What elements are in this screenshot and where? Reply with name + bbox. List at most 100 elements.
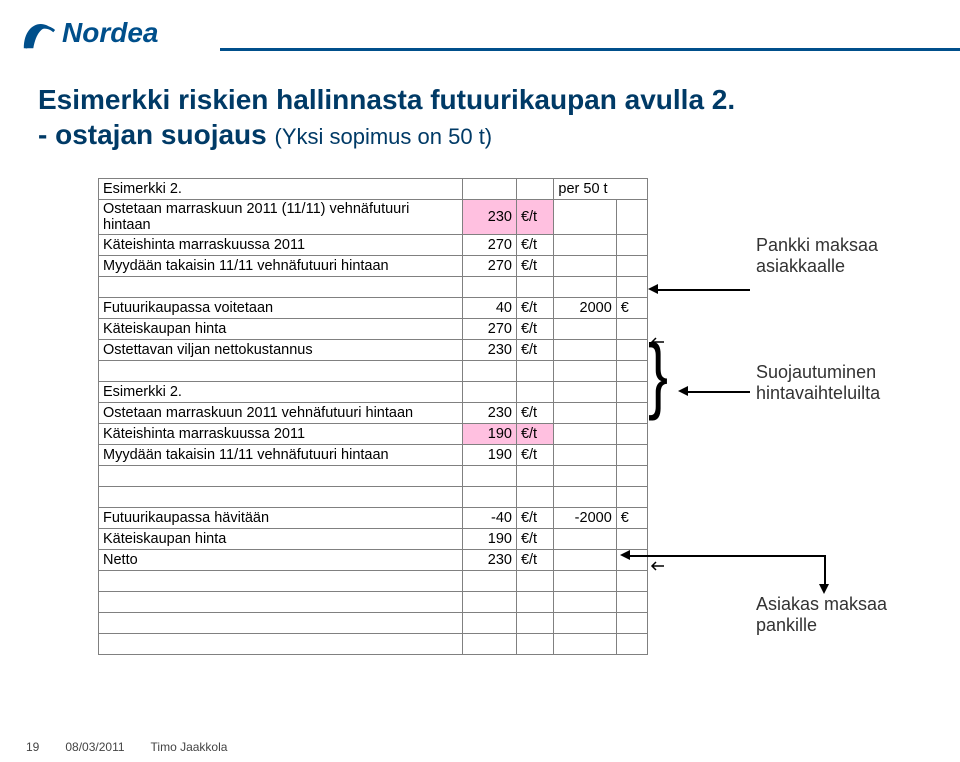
cell-value2 <box>554 487 616 508</box>
cell-label: Esimerkki 2. <box>99 382 463 403</box>
cell-value <box>462 382 516 403</box>
table-row <box>99 571 648 592</box>
table-row: Myydään takaisin 11/11 vehnäfutuuri hint… <box>99 256 648 277</box>
table-row: Netto230€/t <box>99 550 648 571</box>
cell-value2: per 50 t <box>554 179 648 200</box>
cell-label: Käteishinta marraskuussa 2011 <box>99 424 463 445</box>
cell-label: Ostetaan marraskuun 2011 (11/11) vehnäfu… <box>99 200 463 235</box>
footer-date: 08/03/2011 <box>65 740 124 754</box>
table-row <box>99 592 648 613</box>
cell-value2 <box>554 529 616 550</box>
cell-label <box>99 592 463 613</box>
cell-value2 <box>554 340 616 361</box>
cell-value2 <box>554 277 616 298</box>
cell-value: 40 <box>462 298 516 319</box>
cell-unit <box>516 571 553 592</box>
cell-value2 <box>554 613 616 634</box>
cell-label: Käteiskaupan hinta <box>99 529 463 550</box>
cell-unit <box>516 382 553 403</box>
cell-unit <box>516 613 553 634</box>
table-row: Käteiskaupan hinta190€/t <box>99 529 648 550</box>
table-row: Ostetaan marraskuun 2011 (11/11) vehnäfu… <box>99 200 648 235</box>
cell-unit2 <box>616 200 647 235</box>
footer-page: 19 <box>26 740 39 754</box>
cell-label <box>99 466 463 487</box>
cell-label <box>99 277 463 298</box>
arrow-head-2 <box>678 386 688 396</box>
cell-unit: €/t <box>516 340 553 361</box>
cell-unit: €/t <box>516 550 553 571</box>
cell-unit2 <box>616 487 647 508</box>
cell-value2 <box>554 361 616 382</box>
cell-unit2 <box>616 529 647 550</box>
table-row <box>99 487 648 508</box>
cell-label <box>99 361 463 382</box>
table-row <box>99 613 648 634</box>
cell-value <box>462 634 516 655</box>
cell-label: Käteishinta marraskuussa 2011 <box>99 235 463 256</box>
cell-unit <box>516 592 553 613</box>
table-row: Käteishinta marraskuussa 2011190€/t <box>99 424 648 445</box>
cell-label: Ostettavan viljan nettokustannus <box>99 340 463 361</box>
cell-unit: €/t <box>516 508 553 529</box>
table-row <box>99 634 648 655</box>
logo: Nordea <box>20 14 158 52</box>
table-row: Futuurikaupassa voitetaan40€/t2000€ <box>99 298 648 319</box>
cell-unit: €/t <box>516 200 553 235</box>
cell-unit2: € <box>616 298 647 319</box>
cell-value2 <box>554 445 616 466</box>
cell-value: 190 <box>462 529 516 550</box>
cell-unit2 <box>616 340 647 361</box>
table-row: Käteishinta marraskuussa 2011270€/t <box>99 235 648 256</box>
cell-unit: €/t <box>516 235 553 256</box>
cell-unit <box>516 487 553 508</box>
cell-value <box>462 466 516 487</box>
cell-value2 <box>554 424 616 445</box>
arrow-head-3b <box>819 584 829 594</box>
tick-arrow-1 <box>650 335 668 353</box>
title-block: Esimerkki riskien hallinnasta futuurikau… <box>38 82 922 151</box>
cell-label <box>99 613 463 634</box>
table-row: Futuurikaupassa hävitään-40€/t-2000€ <box>99 508 648 529</box>
subtitle-prefix: - ostajan suojaus <box>38 119 267 150</box>
cell-value2 <box>554 235 616 256</box>
tick-arrow-2 <box>650 559 668 577</box>
cell-label <box>99 634 463 655</box>
cell-value <box>462 571 516 592</box>
cell-value <box>462 179 516 200</box>
table-row: Myydään takaisin 11/11 vehnäfutuuri hint… <box>99 445 648 466</box>
cell-unit: €/t <box>516 529 553 550</box>
cell-value <box>462 487 516 508</box>
cell-unit2 <box>616 361 647 382</box>
cell-unit2 <box>616 403 647 424</box>
cell-value: 190 <box>462 445 516 466</box>
cell-unit: €/t <box>516 445 553 466</box>
cell-value2 <box>554 256 616 277</box>
cell-value2 <box>554 382 616 403</box>
data-table: Esimerkki 2. per 50 t Ostetaan marraskuun … <box>98 178 648 655</box>
cell-value <box>462 592 516 613</box>
table-row: Esimerkki 2. <box>99 382 648 403</box>
table-row <box>99 277 648 298</box>
cell-unit <box>516 361 553 382</box>
cell-unit2 <box>616 382 647 403</box>
cell-unit2: € <box>616 508 647 529</box>
brand-name: Nordea <box>62 17 158 49</box>
cell-value: 230 <box>462 340 516 361</box>
cell-label: Ostetaan marraskuun 2011 vehnäfutuuri hi… <box>99 403 463 424</box>
cell-unit2 <box>616 277 647 298</box>
cell-value: 190 <box>462 424 516 445</box>
cell-value2 <box>554 634 616 655</box>
cell-value: 270 <box>462 256 516 277</box>
header-rule <box>220 48 960 51</box>
arrow-line-3h <box>630 555 826 557</box>
cell-unit <box>516 179 553 200</box>
cell-unit <box>516 466 553 487</box>
cell-label <box>99 487 463 508</box>
cell-unit2 <box>616 571 647 592</box>
cell-unit: €/t <box>516 403 553 424</box>
cell-unit2 <box>616 256 647 277</box>
cell-label: Netto <box>99 550 463 571</box>
subtitle-note: (Yksi sopimus on 50 t) <box>275 124 493 149</box>
cell-value2 <box>554 403 616 424</box>
